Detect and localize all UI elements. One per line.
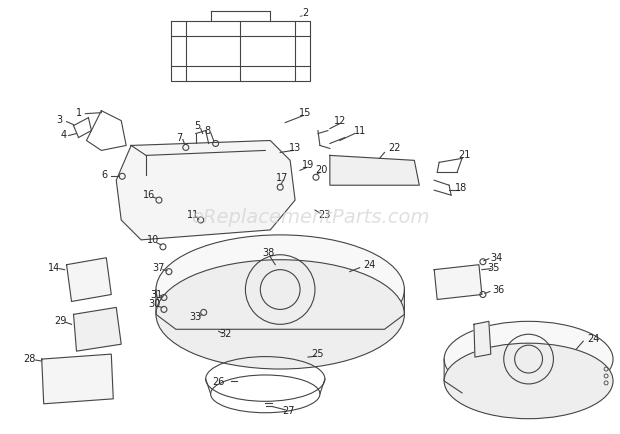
Text: 6: 6 <box>101 170 107 180</box>
Text: 30: 30 <box>148 299 160 309</box>
Ellipse shape <box>444 343 613 419</box>
Text: 37: 37 <box>153 263 165 273</box>
Text: 32: 32 <box>219 329 232 339</box>
Text: 11: 11 <box>187 210 199 220</box>
Text: 36: 36 <box>493 285 505 295</box>
Text: eReplacementParts.com: eReplacementParts.com <box>191 208 429 227</box>
Text: 14: 14 <box>48 263 60 273</box>
Polygon shape <box>66 258 111 302</box>
Ellipse shape <box>156 235 404 344</box>
Text: 19: 19 <box>302 160 314 170</box>
Polygon shape <box>474 321 491 357</box>
Text: 7: 7 <box>175 132 182 142</box>
Text: 24: 24 <box>587 334 600 344</box>
Text: 8: 8 <box>205 125 211 135</box>
Text: 27: 27 <box>282 406 294 416</box>
Text: 13: 13 <box>289 144 301 154</box>
Text: 29: 29 <box>55 316 67 326</box>
Text: 38: 38 <box>262 248 275 258</box>
Text: 33: 33 <box>190 312 202 322</box>
Text: 25: 25 <box>312 349 324 359</box>
Text: 26: 26 <box>213 377 225 387</box>
Text: 5: 5 <box>195 121 201 131</box>
Text: 17: 17 <box>276 173 288 183</box>
Text: 31: 31 <box>150 289 162 299</box>
Text: 11: 11 <box>353 125 366 135</box>
Text: 16: 16 <box>143 190 155 200</box>
Text: 4: 4 <box>61 129 66 140</box>
Text: 1: 1 <box>76 108 82 118</box>
Text: 2: 2 <box>302 8 308 18</box>
Polygon shape <box>74 307 122 351</box>
Text: 18: 18 <box>455 183 467 193</box>
Polygon shape <box>330 155 419 185</box>
Text: 12: 12 <box>334 115 346 125</box>
Text: 24: 24 <box>363 260 376 270</box>
Text: 34: 34 <box>490 253 503 263</box>
Text: 3: 3 <box>56 115 63 125</box>
Text: 21: 21 <box>458 151 470 161</box>
Text: 28: 28 <box>24 354 36 364</box>
Polygon shape <box>42 354 113 404</box>
Text: 10: 10 <box>147 235 159 245</box>
Text: 15: 15 <box>299 108 311 118</box>
Text: 35: 35 <box>487 263 500 273</box>
Polygon shape <box>434 265 482 299</box>
Ellipse shape <box>156 260 404 369</box>
Text: 20: 20 <box>316 165 328 175</box>
Polygon shape <box>116 141 295 240</box>
Text: 22: 22 <box>388 144 401 154</box>
Text: 23: 23 <box>319 210 331 220</box>
Ellipse shape <box>444 321 613 397</box>
Polygon shape <box>156 289 404 329</box>
